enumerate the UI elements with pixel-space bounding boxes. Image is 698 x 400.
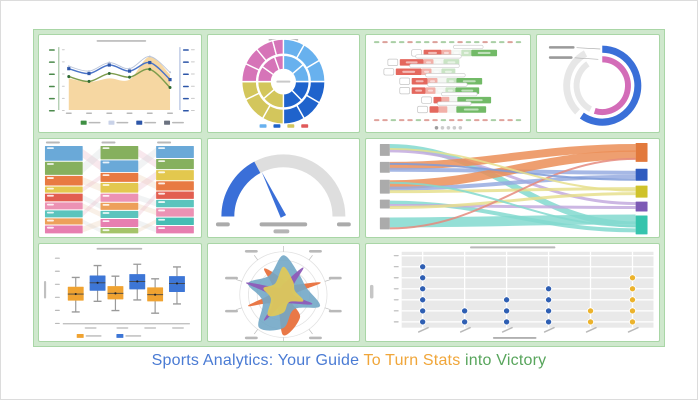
caption-part-green: into Victory (465, 352, 547, 369)
dashboard-grid (33, 29, 665, 347)
panel-radar (206, 242, 360, 342)
panel-sankey (364, 138, 660, 238)
alluvial-chart (44, 141, 194, 234)
caption-part-blue: Sports Analytics: Your Guide (151, 352, 364, 369)
caption-part-orange: To Turn Stats (363, 352, 466, 369)
panel-progress-rings (536, 34, 660, 134)
panel-alluvial (38, 138, 202, 238)
sankey-chart (379, 143, 648, 235)
sunburst-chart (240, 38, 326, 128)
panel-boxplot (38, 242, 202, 342)
line-combo-chart (48, 40, 195, 125)
caption: Sports Analytics: Your Guide To Turn Sta… (1, 352, 697, 370)
dotplot-chart (369, 246, 654, 339)
panel-gantt (364, 34, 532, 134)
panel-sunburst (206, 34, 360, 134)
panel-gauge (206, 138, 360, 238)
boxplot-chart (43, 247, 190, 338)
panel-line-combo (38, 34, 202, 134)
panel-dotplot (364, 242, 660, 342)
gauge-chart (215, 154, 351, 234)
gantt-chart (373, 41, 521, 130)
radar-chart (224, 245, 342, 341)
progress-rings-chart (549, 45, 642, 126)
